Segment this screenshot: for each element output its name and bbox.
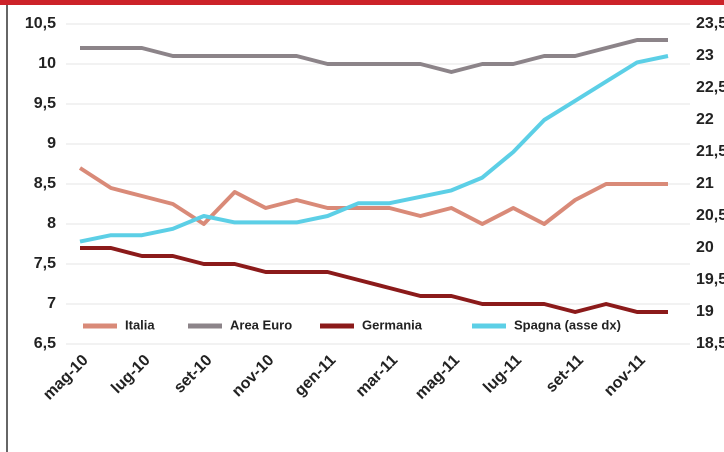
x-tick-label: mag-10 [40, 352, 92, 404]
y-tick-label: 9,5 [34, 95, 56, 112]
y2-tick-label: 21,5 [696, 143, 724, 160]
y-tick-label: 6,5 [34, 335, 56, 352]
series-line [79, 54, 669, 244]
legend-label: Germania [362, 317, 423, 332]
y-tick-label: 8,5 [34, 175, 56, 192]
y2-tick-label: 19 [696, 303, 714, 320]
y-tick-label: 8 [47, 215, 56, 232]
y2-tick-label: 23,5 [696, 15, 724, 32]
legend-label: Spagna (asse dx) [514, 317, 621, 332]
x-tick-label: gen-11 [292, 352, 340, 400]
legend-label: Area Euro [230, 317, 292, 332]
y2-tick-label: 22,5 [696, 79, 724, 96]
top-bar [0, 0, 724, 5]
x-tick-label: nov-11 [601, 352, 649, 400]
y2-tick-label: 23 [696, 47, 714, 64]
y2-tick-label: 18,5 [696, 335, 724, 352]
y-tick-label: 7 [47, 295, 56, 312]
series-line [80, 38, 668, 74]
x-tick-label: lug-11 [480, 352, 525, 397]
y-tick-label: 9 [47, 135, 56, 152]
y-tick-label: 10,5 [25, 15, 56, 32]
x-tick-label: set-10 [171, 352, 216, 397]
y2-tick-label: 21 [696, 175, 714, 192]
x-tick-label: lug-10 [108, 352, 153, 397]
y2-tick-label: 19,5 [696, 271, 724, 288]
x-tick-label: set-11 [543, 352, 587, 396]
legend-label: Italia [125, 317, 155, 332]
y2-tick-label: 20 [696, 239, 714, 256]
y2-tick-label: 22 [696, 111, 714, 128]
y-tick-label: 10 [38, 55, 56, 72]
y-tick-label: 7,5 [34, 255, 56, 272]
series-line [78, 166, 668, 226]
y2-tick-label: 20,5 [696, 207, 724, 224]
x-tick-label: mag-11 [412, 352, 463, 403]
x-tick-label: nov-10 [229, 352, 278, 401]
x-tick-label: mar-11 [353, 352, 402, 401]
series-line [80, 246, 668, 314]
